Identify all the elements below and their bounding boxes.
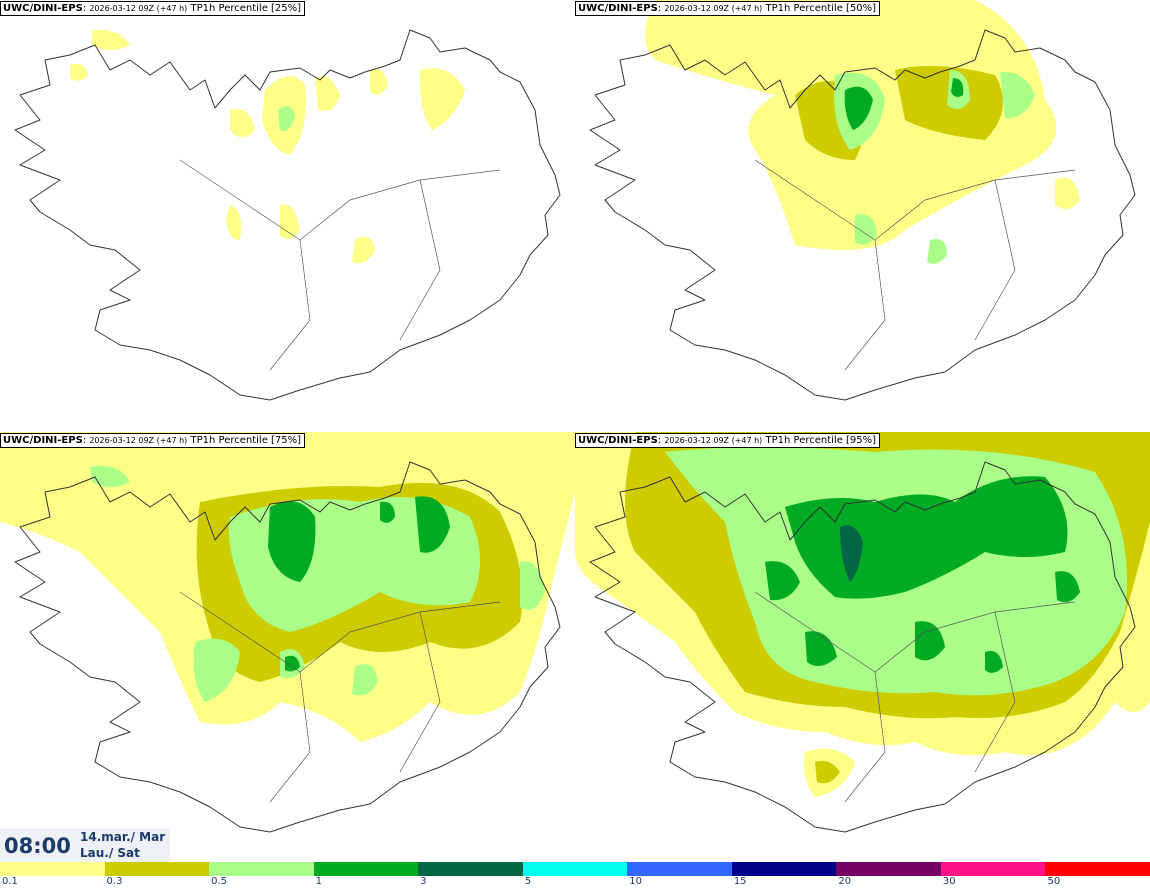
region-border (179, 591, 501, 673)
iceland-coastline (14, 29, 561, 401)
panel-p95: UWC/DINI-EPS: 2026-03-12 09Z (+47 h) TP1… (575, 432, 1150, 862)
iceland-coastline (14, 461, 561, 833)
precip-contour (765, 561, 800, 601)
precip-contour (92, 29, 130, 50)
precip-contour (419, 68, 465, 130)
panel-p50: UWC/DINI-EPS: 2026-03-12 09Z (+47 h) TP1… (575, 0, 1150, 430)
precip-contour (193, 638, 240, 702)
map-p75 (0, 432, 575, 833)
precip-contour (315, 76, 340, 111)
precip-contour (844, 86, 873, 130)
legend-swatch (209, 862, 314, 876)
legend-label: 20 (838, 876, 852, 887)
precip-contour (815, 760, 840, 784)
panel-title: UWC/DINI-EPS: 2026-03-12 09Z (+47 h) TP1… (575, 1, 881, 16)
legend-swatch (836, 862, 941, 876)
legend-swatch (104, 862, 210, 876)
legend-label: 1 (315, 876, 322, 887)
field-name: TP1h Percentile [25%] (190, 3, 302, 14)
precip-contour (840, 525, 863, 582)
legend-swatch (0, 862, 105, 876)
precip-contour (370, 69, 388, 95)
legend-swatch (627, 862, 732, 876)
region-border (844, 179, 1016, 371)
legend-labels: 0.1 0.3 0.5 1 3 5 10 15 20 30 50 (0, 876, 1150, 890)
legend-label: 0.3 (106, 876, 123, 887)
run-time: 2026-03-12 09Z (+47 h) (89, 436, 188, 445)
legend-label: 3 (420, 876, 427, 887)
panel-p25: UWC/DINI-EPS: 2026-03-12 09Z (+47 h) TP1… (0, 0, 575, 430)
legend-label: 10 (629, 876, 642, 887)
region-border (269, 179, 441, 371)
precip-contour (1055, 571, 1080, 603)
precip-contour (278, 106, 295, 131)
precip-contour (352, 664, 378, 696)
color-legend (0, 862, 1150, 876)
panel-title: UWC/DINI-EPS: 2026-03-12 09Z (+47 h) TP1… (0, 433, 306, 448)
precip-contour (285, 655, 300, 672)
valid-clock: 08:00 (4, 834, 71, 858)
legend-swatch (940, 862, 1046, 876)
precip-contour (380, 501, 395, 523)
legend-label: 30 (942, 876, 956, 887)
map-p25 (14, 29, 561, 401)
legend-label: 15 (733, 876, 747, 887)
legend-swatch (1045, 862, 1150, 876)
legend-swatch (418, 862, 523, 876)
iceland-coastline (589, 461, 1136, 833)
precip-contour (985, 651, 1003, 673)
region-border (269, 611, 441, 803)
precip-contour (855, 214, 877, 245)
legend-swatch (313, 862, 419, 876)
region-border (754, 159, 1076, 241)
precip-contour (415, 496, 450, 553)
field-name: TP1h Percentile [75%] (190, 435, 302, 446)
region-border (844, 611, 1016, 803)
precip-fields (645, 0, 1080, 264)
map-p50 (589, 0, 1136, 401)
model-name: UWC/DINI-EPS (578, 435, 658, 446)
precip-contour (268, 501, 316, 582)
precip-contour (90, 466, 130, 487)
map-p95 (575, 432, 1150, 833)
precip-contour (230, 109, 255, 138)
legend-label: 0.5 (211, 876, 227, 887)
legend-label: 50 (1047, 876, 1061, 887)
run-time: 2026-03-12 09Z (+47 h) (664, 436, 763, 445)
precip-contour (70, 63, 88, 81)
run-time: 2026-03-12 09Z (+47 h) (89, 4, 188, 13)
field-name: TP1h Percentile [95%] (765, 435, 877, 446)
iceland-coastline (589, 29, 1136, 401)
precip-contour (927, 239, 947, 264)
model-name: UWC/DINI-EPS (3, 435, 83, 446)
region-border (179, 159, 501, 241)
legend-swatch (522, 862, 628, 876)
precip-contour (1055, 177, 1080, 209)
precip-contour (805, 631, 837, 666)
precip-fields (70, 29, 465, 264)
precip-fields (575, 432, 1150, 797)
precip-contour (352, 236, 375, 264)
model-name: UWC/DINI-EPS (3, 3, 83, 14)
legend-label: 5 (524, 876, 532, 887)
precip-contour (1000, 71, 1035, 119)
legend-label: 0.1 (2, 876, 18, 887)
valid-date-line1: 14.mar./ Mar (80, 830, 166, 844)
panel-p75: UWC/DINI-EPS: 2026-03-12 09Z (+47 h) TP1… (0, 432, 575, 862)
panel-title: UWC/DINI-EPS: 2026-03-12 09Z (+47 h) TP1… (575, 433, 881, 448)
precip-contour (280, 204, 300, 239)
region-border (754, 591, 1076, 673)
precip-contour (951, 78, 964, 97)
run-time: 2026-03-12 09Z (+47 h) (664, 4, 763, 13)
field-name: TP1h Percentile [50%] (765, 3, 877, 14)
valid-date-line2: Lau./ Sat (80, 846, 140, 860)
model-name: UWC/DINI-EPS (578, 3, 658, 14)
precip-contour (226, 205, 242, 240)
precip-contour (915, 621, 945, 661)
precip-fields (0, 432, 575, 742)
panel-title: UWC/DINI-EPS: 2026-03-12 09Z (+47 h) TP1… (0, 1, 306, 16)
precip-contour (520, 561, 545, 610)
legend-swatch (731, 862, 837, 876)
valid-time-box: 08:00 14.mar./ Mar Lau./ Sat (0, 828, 170, 862)
